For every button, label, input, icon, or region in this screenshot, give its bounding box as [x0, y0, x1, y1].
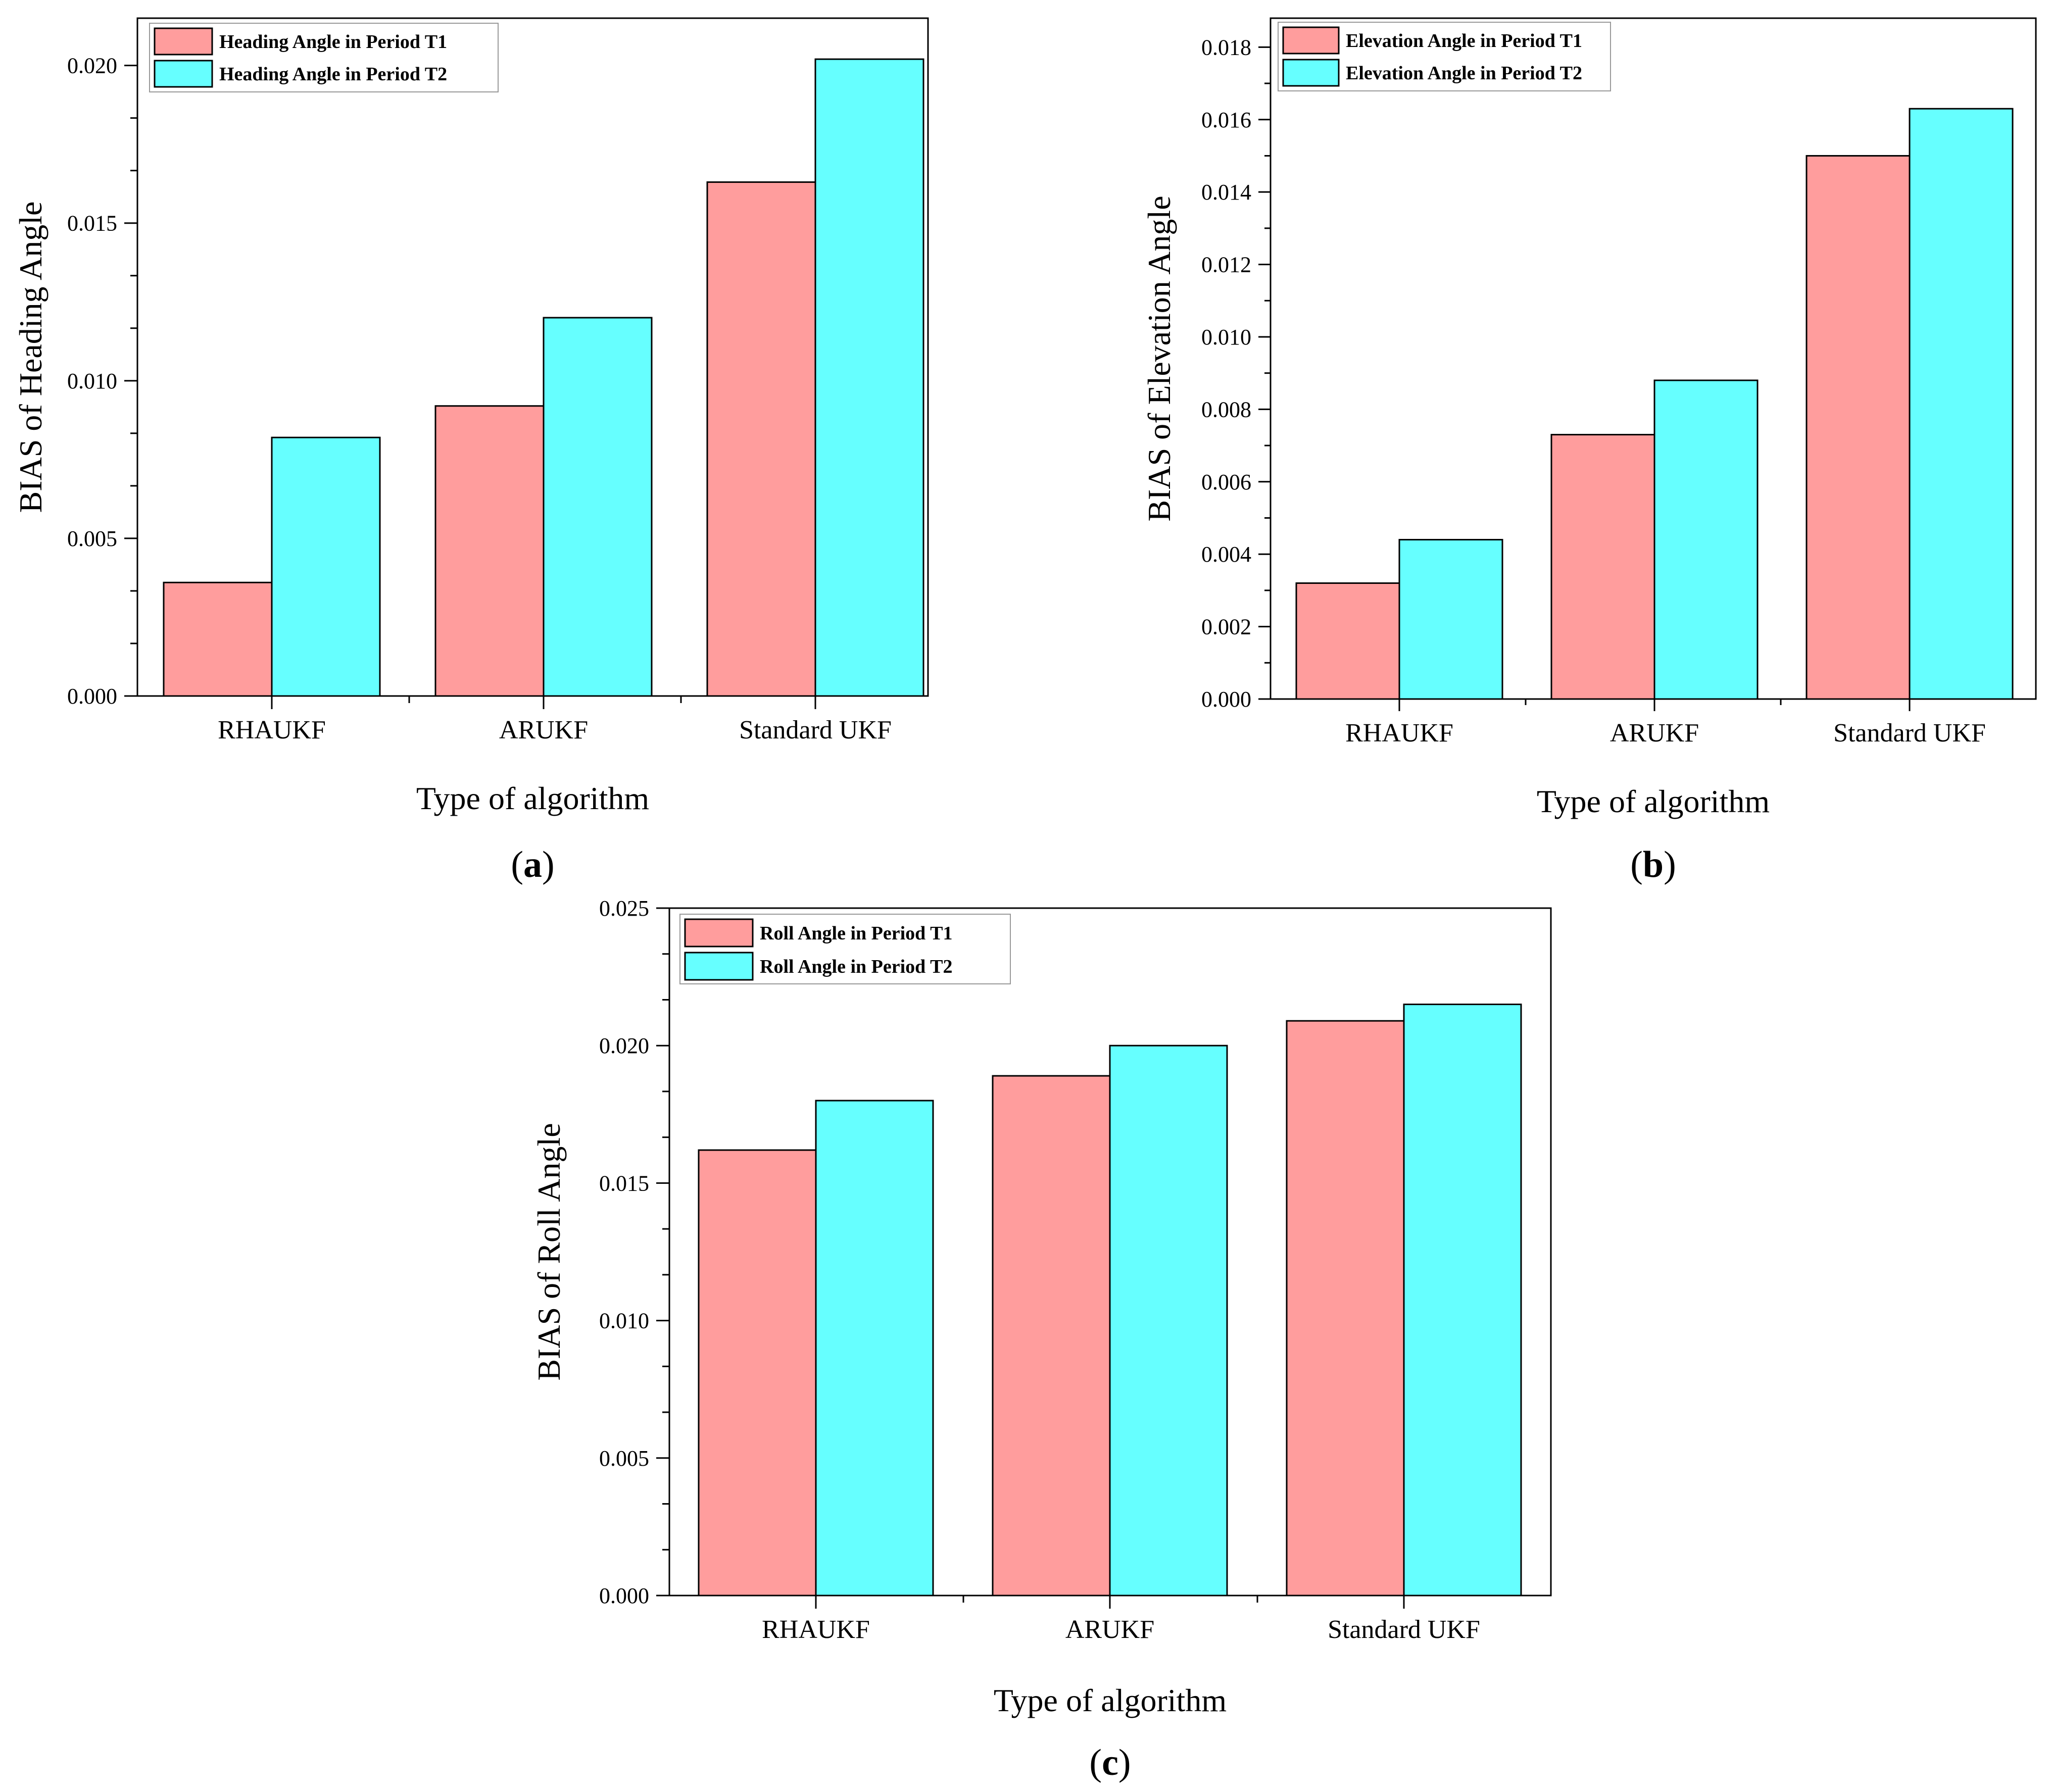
y-axis-title: BIAS of Heading Angle — [13, 202, 48, 513]
bar-a-series2-standard-ukf — [814, 58, 924, 697]
x-tick-label: Standard UKF — [1833, 719, 1986, 748]
x-tick-label: Standard UKF — [739, 716, 892, 744]
y-tick-label: 0.005 — [67, 526, 117, 551]
bar-a-series1-rhaukf — [163, 581, 273, 697]
bar-c-series1-arukf — [992, 1075, 1111, 1597]
y-tick-label: 0.015 — [67, 211, 117, 236]
legend-label-2: Heading Angle in Period T2 — [219, 64, 447, 85]
legend: Elevation Angle in Period T1 Elevation An… — [1278, 22, 1611, 91]
y-tick-label: 0.012 — [1201, 253, 1251, 277]
plot-frame — [1270, 17, 2037, 700]
legend-swatch-2 — [1282, 59, 1340, 87]
bar-a-series1-arukf — [434, 405, 545, 697]
bar-c-series2-rhaukf — [815, 1100, 934, 1597]
x-tick-label: RHAUKF — [1345, 719, 1453, 748]
chart-panel-b: 0.000 0.002 0.004 0.006 0.008 0.010 0.012 0.014… — [1141, 17, 2037, 885]
bar-c-series1-rhaukf — [698, 1149, 817, 1597]
legend-label-2: Roll Angle in Period T2 — [760, 956, 952, 977]
panel-label-part: ( — [1630, 844, 1643, 885]
bar-b-series1-rhaukf — [1295, 582, 1400, 700]
x-tick-label: RHAUKF — [218, 716, 326, 744]
legend-label-2: Elevation Angle in Period T2 — [1346, 63, 1582, 84]
panel-label-part: ) — [1664, 844, 1676, 885]
x-tick-label: Standard UKF — [1328, 1615, 1480, 1644]
x-tick-label: ARUKF — [499, 716, 588, 744]
bar-b-series2-rhaukf — [1398, 539, 1503, 700]
legend-swatch-1 — [1282, 26, 1340, 55]
panel-label-part: c — [1102, 1742, 1118, 1783]
y-tick-label: 0.010 — [599, 1309, 649, 1333]
legend: Heading Angle in Period T1 Heading Angle … — [149, 23, 499, 92]
y-tick-label: 0.005 — [599, 1446, 649, 1471]
x-tick-label: ARUKF — [1065, 1615, 1154, 1644]
panel-label-part: ( — [1089, 1742, 1102, 1783]
panel-label-part: a — [523, 844, 542, 885]
bar-a-series2-arukf — [543, 317, 653, 697]
legend-swatch-1 — [684, 918, 754, 948]
y-axis-title: BIAS of Elevation Angle — [1141, 195, 1177, 521]
y-tick-label: 0.004 — [1201, 542, 1251, 567]
bar-c-series1-standard-ukf — [1286, 1020, 1405, 1597]
y-tick-label: 0.010 — [1201, 325, 1251, 350]
bar-a-series1-standard-ukf — [706, 181, 816, 697]
bar-b-series1-arukf — [1550, 434, 1655, 700]
y-tick-label: 0.000 — [599, 1583, 649, 1608]
y-tick-label: 0.006 — [1201, 470, 1251, 494]
x-axis-title: Type of algorithm — [416, 780, 649, 816]
y-tick-label: 0.016 — [1201, 108, 1251, 132]
legend-label-1: Elevation Angle in Period T1 — [1346, 30, 1582, 52]
y-tick-label: 0.002 — [1201, 615, 1251, 639]
panel-label: (a) — [511, 844, 554, 885]
y-tick-label: 0.008 — [1201, 397, 1251, 422]
y-tick-label: 0.000 — [1201, 687, 1251, 712]
x-axis-title: Type of algorithm — [994, 1682, 1227, 1718]
x-axis-title: Type of algorithm — [1537, 783, 1770, 819]
y-tick-label: 0.020 — [67, 54, 117, 78]
bar-b-series1-standard-ukf — [1806, 155, 1911, 700]
panel-label-part: b — [1643, 844, 1664, 885]
legend-swatch-2 — [154, 60, 213, 88]
legend-label-1: Heading Angle in Period T1 — [219, 31, 447, 53]
y-tick-label: 0.018 — [1201, 35, 1251, 60]
y-tick-label: 0.000 — [67, 684, 117, 709]
legend-label-1: Roll Angle in Period T1 — [760, 923, 952, 944]
legend-swatch-2 — [684, 952, 754, 981]
bar-b-series2-standard-ukf — [1909, 108, 2014, 700]
y-tick-label: 0.025 — [599, 896, 649, 921]
x-tick-label: RHAUKF — [762, 1615, 870, 1644]
legend: Roll Angle in Period T1 Roll Angle in Per… — [679, 914, 1011, 984]
bar-c-series2-arukf — [1109, 1044, 1228, 1597]
bar-c-series2-standard-ukf — [1403, 1004, 1522, 1597]
panel-label: (c) — [1089, 1742, 1131, 1783]
bar-b-series2-arukf — [1653, 379, 1759, 700]
panel-label-part: ) — [1118, 1742, 1131, 1783]
y-tick-label: 0.010 — [67, 369, 117, 393]
plot-frame — [136, 17, 929, 697]
chart-panel-c: 0.000 0.005 0.010 0.015 0.020 0.025 RHAUKF ARUK… — [531, 896, 1552, 1783]
panel-label: (b) — [1630, 844, 1676, 885]
y-tick-label: 0.020 — [599, 1033, 649, 1058]
panel-label-part: ( — [511, 844, 523, 885]
x-tick-label: ARUKF — [1610, 719, 1699, 748]
chart-panel-a: 0.000 0.005 0.010 0.015 0.020 RHAUKF ARUKF Stan… — [13, 17, 929, 885]
y-axis-title: BIAS of Roll Angle — [531, 1123, 567, 1380]
y-tick-label: 0.014 — [1201, 180, 1251, 205]
bar-a-series2-rhaukf — [271, 436, 381, 697]
legend-swatch-1 — [154, 27, 213, 56]
panel-label-part: ) — [542, 844, 555, 885]
y-tick-label: 0.015 — [599, 1171, 649, 1196]
